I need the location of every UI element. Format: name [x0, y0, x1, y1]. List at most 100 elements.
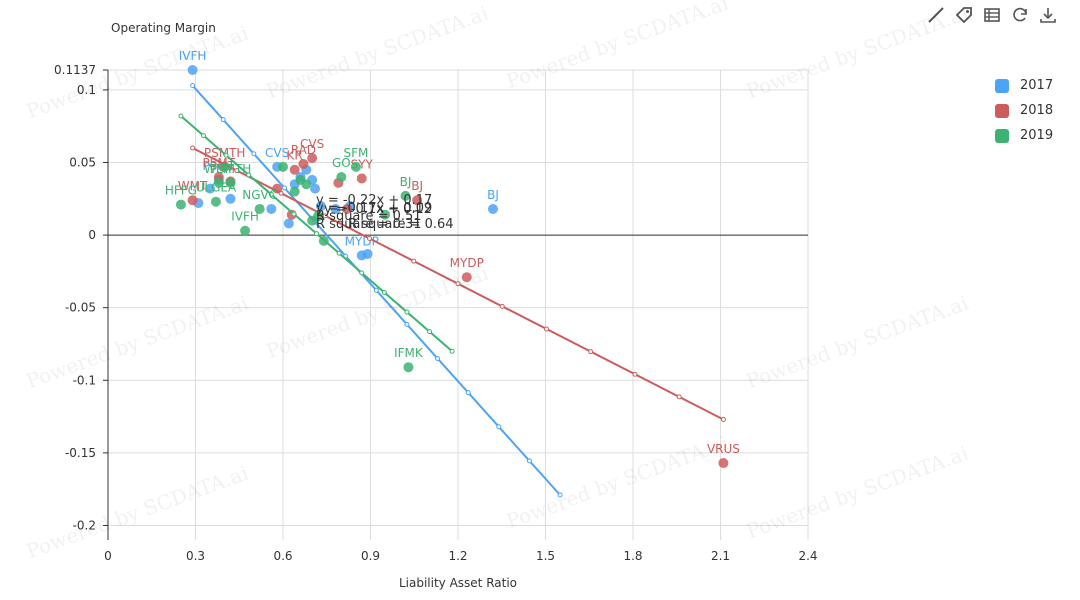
- trendline-marker: [268, 191, 274, 197]
- data-point: [298, 158, 309, 169]
- trendline-marker: [220, 117, 226, 123]
- point-label: BJ: [487, 188, 499, 202]
- legend-item-2018[interactable]: 2018: [995, 98, 1053, 123]
- trendline-marker: [720, 416, 726, 422]
- legend-item-2017[interactable]: 2017: [995, 73, 1053, 98]
- data-point: [254, 203, 265, 214]
- trendline-marker: [381, 289, 387, 295]
- data-point: [461, 272, 472, 283]
- point-label: SFM: [343, 146, 368, 160]
- data-point: [205, 183, 216, 194]
- trendline-marker: [336, 250, 342, 256]
- data-point: [225, 177, 236, 188]
- point-label: PSMTH: [210, 162, 252, 176]
- trendline-marker: [676, 394, 682, 400]
- line-tool-button[interactable]: [926, 5, 946, 25]
- refresh-button[interactable]: [1010, 5, 1030, 25]
- trendline-marker: [322, 213, 328, 219]
- tag-icon: [955, 7, 972, 24]
- data-point: [289, 164, 300, 175]
- trendline-marker: [190, 83, 196, 89]
- data-point: [307, 153, 318, 164]
- y-tick-label: 0: [88, 228, 96, 242]
- x-tick-label: 1.8: [623, 549, 642, 563]
- y-tick-label: 0.05: [69, 155, 96, 169]
- trendline-marker: [178, 113, 184, 119]
- point-label: BJ: [411, 179, 423, 193]
- x-axis-title: Liability Asset Ratio: [399, 576, 517, 590]
- data-point: [488, 203, 498, 214]
- data-point: [266, 203, 277, 214]
- point-label: IVFH: [231, 210, 259, 224]
- x-tick-label: 0.9: [361, 549, 380, 563]
- data-point: [318, 235, 329, 246]
- point-label: WMT: [178, 179, 208, 193]
- chart-toolbar: [926, 5, 1058, 25]
- trendline-equation: y = -0.17x + 0.09: [316, 201, 432, 216]
- x-tick-label: 0.3: [186, 549, 205, 563]
- data-point: [315, 201, 326, 212]
- trendline-marker: [251, 151, 257, 157]
- data-point: [330, 203, 341, 214]
- trendline-marker: [404, 321, 410, 327]
- point-label: WMT: [204, 162, 234, 176]
- data-point: [310, 183, 321, 194]
- legend-label-2019: 2019: [1020, 128, 1054, 143]
- x-tick-label: 2.1: [711, 549, 730, 563]
- table-view-button[interactable]: [982, 5, 1002, 25]
- tag-button[interactable]: [954, 5, 974, 25]
- download-icon: [1040, 8, 1056, 23]
- point-label: KR: [287, 149, 303, 163]
- trendline-marker: [465, 390, 471, 396]
- trendline-marker: [367, 235, 373, 241]
- trendline-marker: [449, 348, 455, 354]
- legend-label-2018: 2018: [1020, 103, 1054, 118]
- y-tick-label: 0.1: [77, 83, 96, 97]
- table-icon: [984, 8, 1000, 22]
- data-point: [403, 362, 414, 373]
- trendline-marker: [435, 356, 441, 362]
- trendline-marker: [526, 458, 532, 464]
- line-tool-icon: [928, 7, 944, 23]
- legend-swatch-2018: [995, 103, 1009, 118]
- data-point: [225, 193, 236, 204]
- trendline-marker: [499, 303, 505, 309]
- data-point: [313, 211, 323, 222]
- trendline-marker: [455, 281, 461, 287]
- data-point: [175, 199, 186, 210]
- y-tick-label: -0.15: [65, 446, 96, 460]
- point-label: IFMK: [394, 346, 424, 360]
- data-point: [301, 179, 312, 190]
- legend-swatch-2017: [995, 78, 1009, 93]
- trendline-marker: [588, 349, 594, 355]
- trendline-marker: [404, 309, 410, 315]
- data-point: [350, 161, 361, 172]
- trendline-marker: [314, 231, 320, 237]
- trendline-marker: [223, 152, 229, 158]
- data-point: [412, 195, 423, 206]
- trendline-marker: [427, 329, 433, 335]
- point-label: CVS: [265, 146, 289, 160]
- point-label: VRUS: [707, 442, 740, 456]
- legend-item-2019[interactable]: 2019: [995, 123, 1053, 148]
- point-label: NGVC: [242, 188, 277, 202]
- x-tick-label: 0.6: [273, 549, 292, 563]
- data-point: [342, 203, 353, 214]
- data-point: [718, 458, 729, 469]
- trendline-marker: [632, 371, 638, 377]
- data-point: [283, 218, 294, 229]
- x-tick-label: 2.4: [798, 549, 817, 563]
- trendline-marker: [281, 185, 287, 191]
- point-label: GO: [332, 156, 351, 170]
- chart-legend: 2017 2018 2019: [995, 73, 1053, 148]
- y-tick-label: 0.1137: [54, 63, 96, 77]
- point-label: IVFH: [179, 49, 207, 63]
- trendline-marker: [291, 211, 297, 217]
- download-button[interactable]: [1038, 5, 1058, 25]
- data-point: [272, 183, 283, 194]
- point-label: MYDP: [450, 256, 484, 270]
- legend-label-2017: 2017: [1020, 78, 1054, 93]
- trendline-marker: [496, 424, 502, 430]
- trendline-marker: [234, 168, 240, 174]
